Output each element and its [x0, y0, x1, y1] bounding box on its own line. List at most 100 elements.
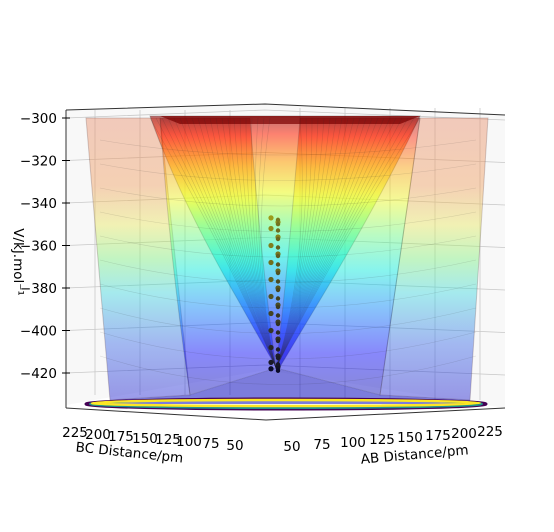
mesh-line	[245, 117, 277, 369]
trajectory-point	[268, 276, 274, 283]
y-tick-label: 175	[108, 429, 134, 445]
trajectory-point	[275, 287, 281, 293]
z-tick-label: −420	[20, 366, 57, 382]
trajectory-point	[275, 362, 281, 367]
mesh-line	[99, 211, 477, 232]
mesh-line	[275, 117, 373, 369]
x-tick-label: 150	[397, 430, 423, 446]
y-tick-label: 225	[62, 425, 88, 441]
y-tick-label: 200	[85, 427, 111, 443]
z-tick-label: −300	[20, 111, 57, 127]
z-tick-label: −340	[20, 196, 57, 212]
trajectory-point	[275, 253, 281, 259]
trajectory-point	[275, 330, 281, 335]
mesh-line	[255, 117, 277, 369]
z-tick-label: −380	[20, 281, 57, 297]
trajectory-point	[275, 279, 281, 284]
trajectory-point	[275, 221, 281, 227]
trajectory-point	[275, 321, 281, 327]
mesh-line	[275, 117, 331, 369]
x-tick-label: 100	[340, 435, 366, 451]
x-tick-label: 75	[313, 437, 330, 453]
x-tick-label: 175	[425, 428, 451, 444]
trajectory-point	[268, 310, 274, 317]
trajectory-point	[275, 304, 281, 310]
mesh-line	[167, 117, 277, 369]
trajectory-point	[275, 270, 281, 276]
y-tick-label: 75	[202, 436, 219, 452]
mesh-line	[275, 117, 343, 369]
trajectory-point	[275, 338, 281, 344]
z-tick-label: −320	[20, 154, 57, 170]
trajectory-point	[268, 242, 274, 249]
mesh-line	[191, 117, 277, 369]
mesh-line	[173, 117, 277, 369]
mesh-line	[275, 117, 409, 369]
trajectory-point	[268, 327, 274, 334]
mesh-line	[275, 117, 319, 369]
trajectory-point	[268, 293, 274, 300]
x-tick-label: 50	[283, 439, 300, 455]
mesh-line	[275, 117, 367, 369]
mesh-line	[275, 117, 385, 369]
y-tick-label: 125	[155, 432, 181, 448]
y-tick-label: 150	[132, 431, 158, 447]
trajectory-point	[268, 259, 274, 266]
mesh-line	[275, 117, 355, 369]
x-tick-label: 200	[451, 426, 477, 442]
mesh-line	[99, 163, 477, 181]
x-tick-label: 225	[477, 424, 503, 440]
mesh-line	[275, 117, 325, 369]
mesh-line	[99, 331, 477, 360]
mesh-line	[275, 117, 313, 369]
mesh-line	[185, 117, 277, 369]
mesh-line	[161, 117, 277, 369]
trajectory-point	[275, 217, 281, 223]
potential-surface	[85, 115, 489, 404]
trajectory-point	[275, 355, 281, 361]
mesh-line	[215, 117, 277, 369]
mesh-line	[233, 117, 277, 369]
trajectory-point	[275, 236, 281, 242]
surface-top-ridge	[160, 116, 420, 124]
mesh-line	[99, 355, 477, 385]
mesh-line	[275, 117, 337, 369]
trajectory-point	[268, 359, 274, 365]
contour-floor	[84, 397, 488, 411]
trajectory-point	[275, 368, 281, 373]
trajectory-point	[275, 262, 281, 267]
trajectory-point	[268, 225, 274, 232]
mesh-line	[99, 259, 477, 283]
mesh-line	[275, 117, 415, 369]
surface-right-slope	[275, 117, 421, 396]
z-axis-label: V/kJ.mol⁻¹	[10, 228, 26, 296]
trajectory-point	[275, 313, 281, 318]
mesh-line	[275, 117, 403, 369]
mesh-line	[227, 117, 277, 369]
mesh-line	[99, 235, 477, 258]
mesh-line	[275, 117, 379, 369]
trajectory-point	[268, 215, 274, 221]
mesh-line	[221, 117, 277, 369]
trajectory-point	[275, 245, 281, 250]
trajectory-point	[275, 296, 281, 301]
mesh-line	[261, 117, 277, 369]
mesh-line	[149, 117, 277, 369]
mesh-line	[275, 117, 307, 369]
trajectory-line	[268, 215, 281, 373]
z-tick-label: −400	[20, 324, 57, 340]
mesh-line	[239, 117, 277, 369]
mesh-line	[209, 117, 277, 369]
y-tick-label: 100	[176, 434, 202, 450]
mesh-line	[275, 117, 361, 369]
trajectory-point	[268, 344, 274, 351]
mesh-line	[99, 307, 477, 334]
mesh-line	[203, 117, 277, 369]
mesh-line	[99, 139, 477, 156]
mesh-line	[275, 117, 349, 369]
mesh-line	[155, 117, 277, 369]
z-grid-line	[65, 109, 506, 121]
x-tick-label: 125	[369, 432, 395, 448]
mesh-line	[275, 117, 397, 369]
